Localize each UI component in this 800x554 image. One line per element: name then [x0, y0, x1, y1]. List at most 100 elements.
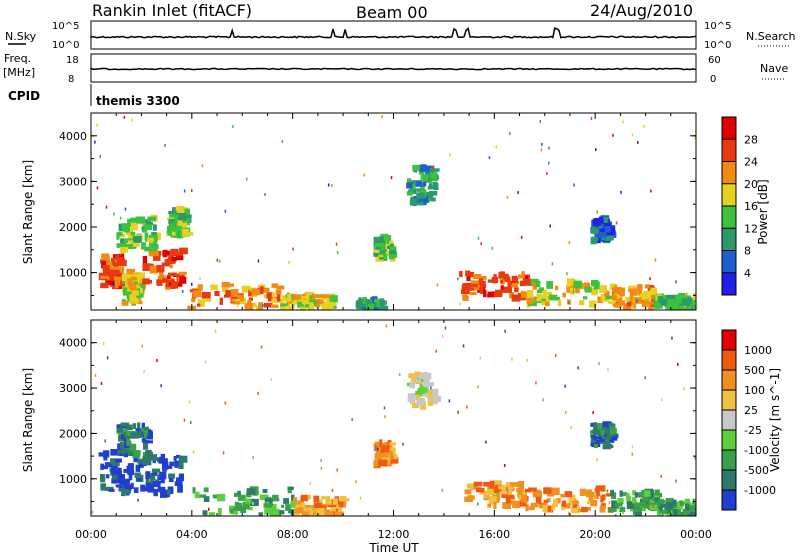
data-cell: [491, 276, 498, 284]
data-cell: [479, 490, 487, 495]
data-cell: [609, 434, 618, 441]
data-cell: [134, 281, 138, 285]
data-cell: [543, 499, 549, 503]
data-cell: [381, 443, 387, 447]
data-speck: [246, 177, 248, 181]
data-cell: [642, 495, 649, 502]
data-cell: [297, 301, 304, 307]
data-cell: [276, 293, 281, 302]
data-speck: [123, 115, 126, 119]
colorbar-segment: [722, 370, 736, 390]
data-cell: [177, 485, 183, 493]
data-cell: [175, 206, 183, 212]
data-cell: [493, 501, 497, 509]
data-speck: [355, 480, 357, 484]
data-cell: [526, 297, 533, 305]
data-cell: [584, 286, 592, 293]
data-cell: [237, 490, 241, 495]
data-cell: [178, 462, 184, 469]
velocity-ylabel: Slant Range [km]: [21, 368, 35, 472]
data-cell: [315, 294, 324, 298]
data-cell: [662, 509, 668, 515]
data-cell: [281, 295, 287, 301]
data-cell: [122, 289, 127, 296]
data-cell: [149, 250, 159, 257]
data-cell: [498, 485, 507, 490]
data-cell: [248, 297, 253, 301]
data-cell: [424, 169, 430, 176]
data-cell: [275, 289, 282, 295]
data-speck: [607, 368, 609, 372]
data-cell: [247, 299, 252, 308]
data-cell: [645, 284, 650, 289]
data-cell: [231, 298, 235, 302]
data-cell: [144, 440, 153, 444]
data-cell: [611, 294, 617, 301]
x-tick-label: 08:00: [277, 528, 309, 541]
data-cell: [430, 170, 437, 179]
data-cell: [608, 508, 616, 512]
data-speck: [457, 277, 459, 281]
data-speck: [592, 411, 594, 415]
data-cell: [229, 508, 234, 513]
data-cell: [429, 190, 438, 196]
data-speck: [568, 301, 570, 305]
colorbar-tick-label: 24: [744, 156, 758, 169]
data-cell: [100, 483, 106, 491]
nave-label: Nave: [760, 62, 788, 75]
data-cell: [126, 291, 132, 300]
data-cell: [140, 282, 146, 290]
data-speck: [480, 242, 482, 246]
data-cell: [308, 511, 315, 516]
nave-tick-bottom: 0: [710, 74, 716, 85]
data-cell: [470, 485, 478, 490]
colorbar-tick-label: 16: [744, 200, 758, 213]
data-cell: [483, 481, 492, 487]
data-cell: [640, 293, 646, 301]
data-cell: [619, 492, 628, 497]
data-cell: [640, 501, 647, 508]
data-cell: [292, 497, 298, 503]
data-cell: [376, 253, 380, 262]
data-cell: [466, 273, 471, 281]
data-cell: [139, 430, 143, 438]
data-speck: [105, 205, 108, 209]
cpid-label: CPID: [8, 89, 40, 103]
data-cell: [661, 298, 668, 304]
data-cell: [259, 494, 269, 501]
data-cell: [159, 456, 164, 464]
data-speck: [570, 426, 572, 430]
data-cell: [176, 252, 183, 258]
data-cell: [605, 295, 613, 300]
colorbar-segment: [722, 330, 736, 350]
data-speck: [181, 289, 184, 293]
data-cell: [470, 495, 475, 500]
data-speck: [444, 326, 447, 330]
data-cell: [148, 454, 158, 461]
data-cell: [469, 292, 477, 296]
colorbar-tick-label: 25: [744, 404, 758, 417]
data-cell: [299, 303, 306, 310]
data-cell: [140, 272, 145, 280]
velocity-colorbar: 1000 500 100 25 -25 -100 -500 -1000: [721, 329, 776, 511]
data-cell: [374, 462, 380, 467]
data-cell: [665, 302, 675, 310]
data-speck: [504, 464, 506, 467]
data-cell: [120, 238, 124, 246]
data-cell: [268, 504, 277, 509]
data-cell: [120, 246, 129, 253]
data-cell: [603, 217, 609, 223]
data-speck: [237, 304, 239, 308]
data-speck: [430, 386, 432, 390]
data-cell: [599, 505, 606, 513]
data-cell: [107, 276, 111, 281]
data-cell: [175, 255, 184, 261]
data-cell: [433, 182, 439, 191]
time-axis-label: Time UT: [368, 541, 419, 554]
data-cell: [414, 371, 421, 378]
data-cell: [272, 494, 279, 500]
data-cell: [294, 508, 304, 514]
data-cell: [561, 504, 565, 511]
colorbar-frame: [721, 329, 737, 511]
data-cell: [167, 259, 173, 265]
